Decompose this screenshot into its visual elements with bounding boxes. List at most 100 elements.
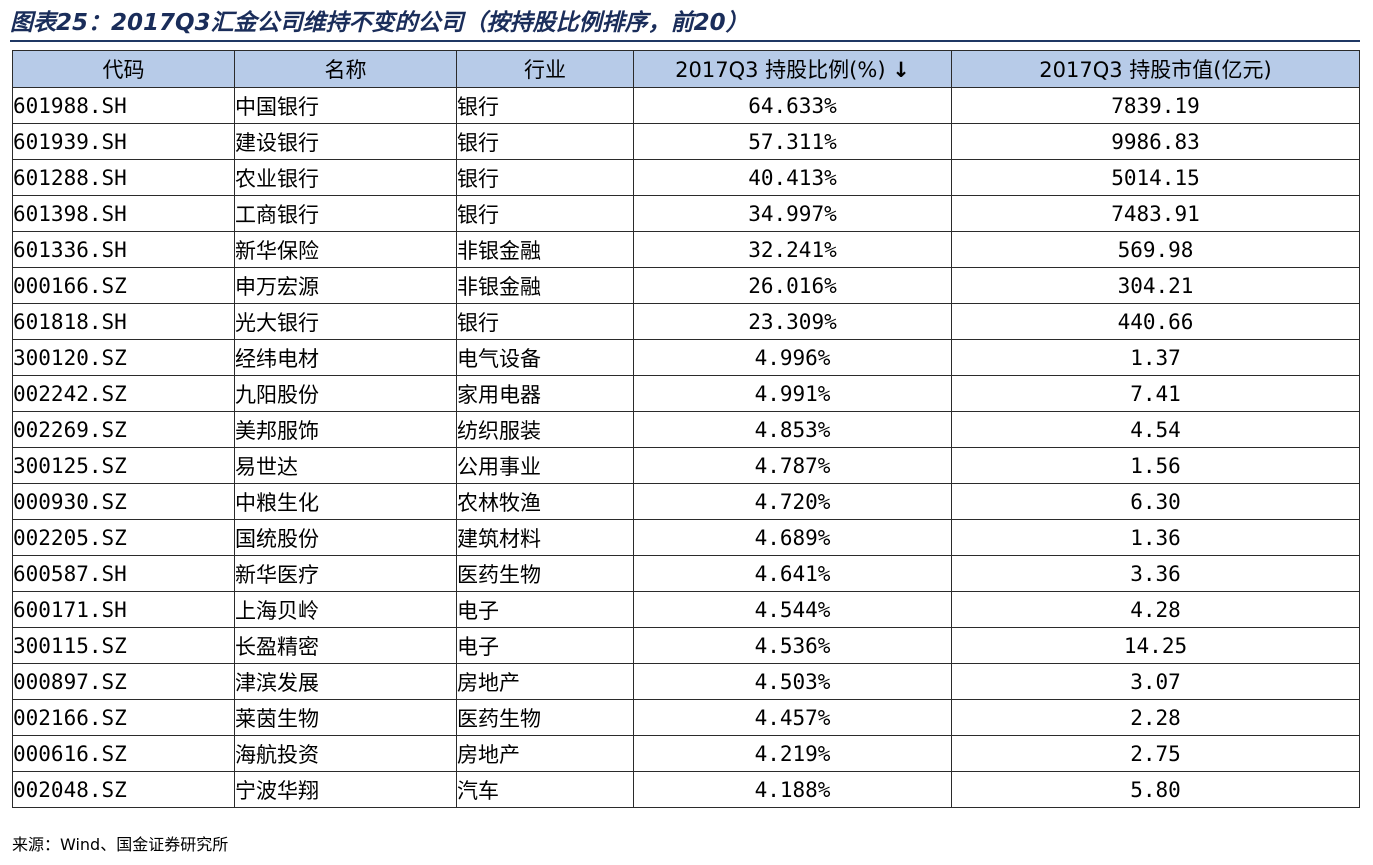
cell-code: 601988.SH bbox=[12, 87, 235, 124]
cell-name: 海航投资 bbox=[234, 735, 457, 772]
header-holding-ratio-label: 2017Q3 持股比例(%) bbox=[675, 58, 886, 82]
cell-market-value: 4.54 bbox=[951, 411, 1360, 448]
cell-name: 莱茵生物 bbox=[234, 699, 457, 736]
cell-name: 新华医疗 bbox=[234, 555, 457, 592]
cell-code: 600171.SH bbox=[12, 591, 235, 628]
cell-industry: 公用事业 bbox=[456, 447, 634, 484]
cell-name: 国统股份 bbox=[234, 519, 457, 556]
cell-holding-ratio: 40.413% bbox=[633, 159, 952, 196]
cell-market-value: 440.66 bbox=[951, 303, 1360, 340]
cell-industry: 非银金融 bbox=[456, 267, 634, 304]
cell-name: 宁波华翔 bbox=[234, 771, 457, 808]
cell-name: 上海贝岭 bbox=[234, 591, 457, 628]
cell-name: 申万宏源 bbox=[234, 267, 457, 304]
cell-code: 002269.SZ bbox=[12, 411, 235, 448]
cell-code: 601288.SH bbox=[12, 159, 235, 196]
cell-industry: 医药生物 bbox=[456, 555, 634, 592]
cell-holding-ratio: 23.309% bbox=[633, 303, 952, 340]
cell-market-value: 2.28 bbox=[951, 699, 1360, 736]
table-row: 300115.SZ 长盈精密 电子 4.536% 14.25 bbox=[12, 627, 1360, 664]
cell-code: 601818.SH bbox=[12, 303, 235, 340]
cell-code: 300120.SZ bbox=[12, 339, 235, 376]
cell-holding-ratio: 4.544% bbox=[633, 591, 952, 628]
cell-holding-ratio: 4.996% bbox=[633, 339, 952, 376]
cell-market-value: 2.75 bbox=[951, 735, 1360, 772]
cell-industry: 银行 bbox=[456, 303, 634, 340]
cell-industry: 家用电器 bbox=[456, 375, 634, 412]
cell-holding-ratio: 4.188% bbox=[633, 771, 952, 808]
cell-holding-ratio: 4.689% bbox=[633, 519, 952, 556]
cell-market-value: 7839.19 bbox=[951, 87, 1360, 124]
cell-code: 002166.SZ bbox=[12, 699, 235, 736]
cell-industry: 银行 bbox=[456, 195, 634, 232]
table-row: 000897.SZ 津滨发展 房地产 4.503% 3.07 bbox=[12, 663, 1360, 700]
cell-code: 300125.SZ bbox=[12, 447, 235, 484]
cell-code: 002048.SZ bbox=[12, 771, 235, 808]
cell-holding-ratio: 4.536% bbox=[633, 627, 952, 664]
table-row: 000930.SZ 中粮生化 农林牧渔 4.720% 6.30 bbox=[12, 483, 1360, 520]
cell-holding-ratio: 32.241% bbox=[633, 231, 952, 268]
table-row: 601336.SH 新华保险 非银金融 32.241% 569.98 bbox=[12, 231, 1360, 268]
cell-industry: 电子 bbox=[456, 591, 634, 628]
cell-name: 农业银行 bbox=[234, 159, 457, 196]
cell-market-value: 1.37 bbox=[951, 339, 1360, 376]
table-row: 002242.SZ 九阳股份 家用电器 4.991% 7.41 bbox=[12, 375, 1360, 412]
cell-holding-ratio: 34.997% bbox=[633, 195, 952, 232]
cell-name: 中粮生化 bbox=[234, 483, 457, 520]
figure-title: 图表25：2017Q3汇金公司维持不变的公司（按持股比例排序，前20） bbox=[10, 6, 1360, 42]
source-note: 来源：Wind、国金证券研究所 bbox=[12, 835, 229, 854]
table-row: 601818.SH 光大银行 银行 23.309% 440.66 bbox=[12, 303, 1360, 340]
cell-name: 中国银行 bbox=[234, 87, 457, 124]
table-row: 002269.SZ 美邦服饰 纺织服装 4.853% 4.54 bbox=[12, 411, 1360, 448]
cell-holding-ratio: 4.720% bbox=[633, 483, 952, 520]
cell-industry: 汽车 bbox=[456, 771, 634, 808]
table-row: 000616.SZ 海航投资 房地产 4.219% 2.75 bbox=[12, 735, 1360, 772]
cell-code: 601398.SH bbox=[12, 195, 235, 232]
cell-code: 600587.SH bbox=[12, 555, 235, 592]
table-header-row: 代码 名称 行业 2017Q3 持股比例(%) ↓ 2017Q3 持股市值(亿元… bbox=[12, 50, 1360, 88]
table-row: 002166.SZ 莱茵生物 医药生物 4.457% 2.28 bbox=[12, 699, 1360, 736]
cell-industry: 电气设备 bbox=[456, 339, 634, 376]
table-row: 000166.SZ 申万宏源 非银金融 26.016% 304.21 bbox=[12, 267, 1360, 304]
header-name: 名称 bbox=[234, 50, 457, 88]
cell-holding-ratio: 4.787% bbox=[633, 447, 952, 484]
cell-code: 002242.SZ bbox=[12, 375, 235, 412]
header-code: 代码 bbox=[12, 50, 235, 88]
cell-market-value: 6.30 bbox=[951, 483, 1360, 520]
cell-name: 光大银行 bbox=[234, 303, 457, 340]
cell-market-value: 5.80 bbox=[951, 771, 1360, 808]
cell-code: 002205.SZ bbox=[12, 519, 235, 556]
cell-industry: 银行 bbox=[456, 87, 634, 124]
cell-market-value: 304.21 bbox=[951, 267, 1360, 304]
cell-holding-ratio: 4.641% bbox=[633, 555, 952, 592]
cell-holding-ratio: 57.311% bbox=[633, 123, 952, 160]
table-row: 300120.SZ 经纬电材 电气设备 4.996% 1.37 bbox=[12, 339, 1360, 376]
holdings-table: 代码 名称 行业 2017Q3 持股比例(%) ↓ 2017Q3 持股市值(亿元… bbox=[12, 50, 1360, 808]
header-holding-ratio[interactable]: 2017Q3 持股比例(%) ↓ bbox=[633, 50, 952, 88]
cell-holding-ratio: 4.853% bbox=[633, 411, 952, 448]
cell-industry: 非银金融 bbox=[456, 231, 634, 268]
cell-market-value: 1.56 bbox=[951, 447, 1360, 484]
cell-industry: 电子 bbox=[456, 627, 634, 664]
table-row: 601939.SH 建设银行 银行 57.311% 9986.83 bbox=[12, 123, 1360, 160]
cell-code: 000166.SZ bbox=[12, 267, 235, 304]
cell-market-value: 4.28 bbox=[951, 591, 1360, 628]
arrow-down-icon: ↓ bbox=[892, 58, 910, 82]
cell-market-value: 14.25 bbox=[951, 627, 1360, 664]
cell-industry: 建筑材料 bbox=[456, 519, 634, 556]
cell-code: 000616.SZ bbox=[12, 735, 235, 772]
header-market-value: 2017Q3 持股市值(亿元) bbox=[951, 50, 1360, 88]
table-row: 300125.SZ 易世达 公用事业 4.787% 1.56 bbox=[12, 447, 1360, 484]
cell-name: 长盈精密 bbox=[234, 627, 457, 664]
table-body: 601988.SH 中国银行 银行 64.633% 7839.19 601939.SH 建设… bbox=[12, 87, 1360, 808]
table-row: 601398.SH 工商银行 银行 34.997% 7483.91 bbox=[12, 195, 1360, 232]
cell-holding-ratio: 26.016% bbox=[633, 267, 952, 304]
cell-holding-ratio: 4.457% bbox=[633, 699, 952, 736]
cell-holding-ratio: 4.991% bbox=[633, 375, 952, 412]
cell-name: 建设银行 bbox=[234, 123, 457, 160]
cell-market-value: 5014.15 bbox=[951, 159, 1360, 196]
cell-market-value: 1.36 bbox=[951, 519, 1360, 556]
cell-market-value: 3.36 bbox=[951, 555, 1360, 592]
cell-name: 九阳股份 bbox=[234, 375, 457, 412]
table-row: 601288.SH 农业银行 银行 40.413% 5014.15 bbox=[12, 159, 1360, 196]
